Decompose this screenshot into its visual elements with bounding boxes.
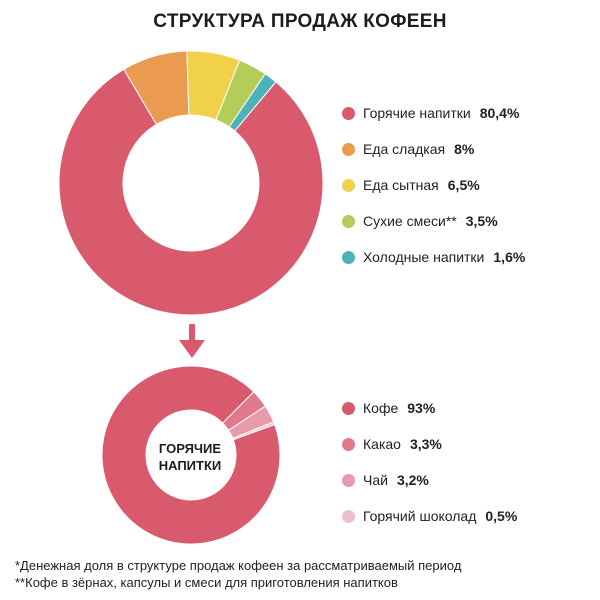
legend-value: 1,6%	[493, 249, 526, 265]
legend-label: Сухие смеси**	[363, 213, 457, 229]
donut-chart-hot-drinks	[101, 365, 281, 545]
legend-marker	[342, 250, 355, 264]
legend-value: 0,5%	[485, 508, 518, 524]
legend-value: 8%	[454, 141, 475, 157]
legend-item-goryachie-napitki: Горячие напитки 80,4%	[342, 103, 525, 123]
legend-value: 3,2%	[396, 472, 429, 488]
legend-item-kakao: Какао 3,3%	[342, 434, 517, 454]
legend-item-eda-sladkaya: Еда сладкая 8%	[342, 139, 525, 159]
legend-label: Горячий шоколад	[363, 508, 477, 524]
legend-label: Еда сытная	[363, 177, 439, 193]
legend-item-suhie-smesi: Сухие смеси** 3,5%	[342, 211, 525, 231]
legend-marker	[342, 178, 355, 192]
legend-value: 3,3%	[409, 436, 442, 452]
slice-holodnye-napitki	[228, 73, 277, 132]
legend-label: Еда сладкая	[363, 141, 446, 157]
legend-label: Чай	[363, 472, 388, 488]
legend-item-goryachiy-shokolad: Горячий шоколад 0,5%	[342, 506, 517, 526]
legend-marker	[342, 214, 355, 228]
legend-hot-drinks: Кофе 93% Какао 3,3% Чай 3,2% Горячий шоколад 0,…	[342, 398, 517, 542]
legend-marker	[342, 437, 355, 451]
slice-goryachie-napitki	[58, 68, 324, 316]
legend-value: 93%	[407, 400, 436, 416]
legend-main: Горячие напитки 80,4% Еда сладкая 8% Еда сыт…	[342, 103, 525, 283]
center-label-line-2: НАПИТКИ	[158, 458, 222, 473]
legend-item-holodnye-napitki: Холодные напитки 1,6%	[342, 247, 525, 267]
legend-marker	[342, 106, 355, 120]
legend-marker	[342, 509, 355, 523]
center-label-line-1: ГОРЯЧИЕ	[158, 441, 222, 456]
legend-value: 6,5%	[447, 177, 480, 193]
down-arrow-icon	[179, 324, 205, 358]
legend-label: Кофе	[363, 400, 399, 416]
chart-title: СТРУКТУРА ПРОДАЖ КОФЕЕН	[153, 11, 447, 32]
legend-label: Какао	[363, 436, 401, 452]
footnotes: *Денежная доля в структуре продаж кофеен…	[15, 557, 461, 591]
legend-item-eda-sytnaya: Еда сытная 6,5%	[342, 175, 525, 195]
legend-value: 3,5%	[465, 213, 498, 229]
footnote-2: **Кофе в зёрнах, капсулы и смеси для при…	[15, 575, 398, 590]
legend-item-chay: Чай 3,2%	[342, 470, 517, 490]
footnote-1: *Денежная доля в структуре продаж кофеен…	[15, 558, 462, 573]
donut-center-label: ГОРЯЧИЕ НАПИТКИ	[148, 440, 232, 474]
legend-value: 80,4%	[479, 105, 520, 121]
slice-kofe	[101, 365, 281, 545]
legend-label: Холодные напитки	[363, 249, 485, 265]
donut-chart-main	[58, 50, 324, 316]
legend-marker	[342, 473, 355, 487]
slice-goryachiy-shokolad	[232, 421, 276, 441]
legend-marker	[342, 142, 355, 156]
legend-label: Горячие напитки	[363, 105, 471, 121]
legend-marker	[342, 401, 355, 415]
legend-item-kofe: Кофе 93%	[342, 398, 517, 418]
